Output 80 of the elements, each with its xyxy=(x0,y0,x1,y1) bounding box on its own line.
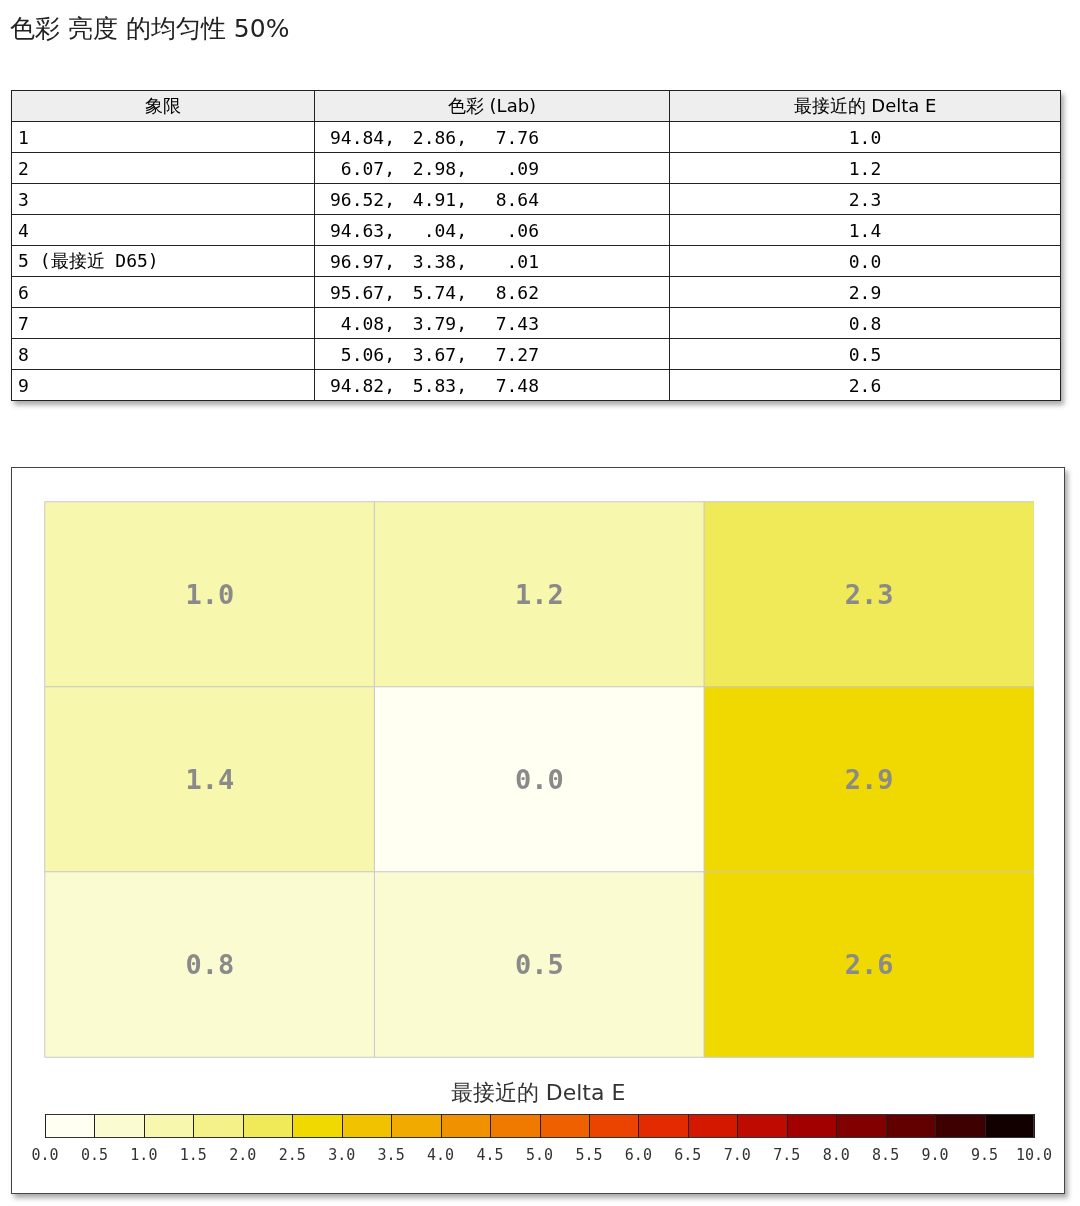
data-label: 2.3 xyxy=(844,579,894,610)
color-bar-label: 9.0 xyxy=(920,1146,950,1164)
data-label: 94.63, xyxy=(314,214,401,246)
color-bar-label: 5.5 xyxy=(574,1146,604,1164)
color-bar-label: 3.0 xyxy=(327,1146,357,1164)
data-label: 94.82, xyxy=(314,369,401,401)
data-label: 1.0 xyxy=(185,579,235,610)
data-label: 1.0 xyxy=(669,121,1061,153)
data-label: 8.64 xyxy=(473,183,670,215)
text: 色彩 (Lab) xyxy=(314,90,670,122)
color-bar-label: 2.5 xyxy=(277,1146,307,1164)
category-label: 3 xyxy=(11,183,315,215)
color-bar-label: 5.0 xyxy=(524,1146,555,1164)
data-label: 2.6 xyxy=(844,949,894,980)
data-label: 3.38, xyxy=(401,245,473,277)
data-label: 2.3 xyxy=(669,183,1061,215)
color-bar-label: 2.0 xyxy=(228,1146,258,1164)
data-label: 2.86, xyxy=(401,121,473,153)
category-label: 5 (最接近 D65) xyxy=(11,245,315,277)
color-bar-label: 9.5 xyxy=(970,1146,1000,1164)
data-label: 0.5 xyxy=(515,949,564,980)
color-bar-label: 4.5 xyxy=(475,1146,505,1164)
data-label: .01 xyxy=(473,245,670,277)
data-label: .06 xyxy=(473,214,670,246)
data-label: 1.4 xyxy=(185,764,235,795)
color-bar-label: 7.5 xyxy=(772,1146,802,1164)
color-bar-label: 1.5 xyxy=(178,1146,208,1164)
color-bar-label: 6.5 xyxy=(673,1146,703,1164)
data-label: 4.08, xyxy=(314,307,401,339)
data-label: 2.6 xyxy=(669,369,1061,401)
color-bar-title: 最接近的 Delta E xyxy=(449,1079,627,1107)
data-label: 7.76 xyxy=(473,121,670,153)
data-label: 95.67, xyxy=(314,276,401,308)
data-label: 3.67, xyxy=(401,338,473,370)
color-bar-label: 7.0 xyxy=(722,1146,752,1164)
data-label: 0.5 xyxy=(669,338,1061,370)
data-label: 96.97, xyxy=(314,245,401,277)
data-label: 0.8 xyxy=(185,949,235,980)
color-bar-label: 4.0 xyxy=(426,1146,456,1164)
data-label: 4.91, xyxy=(401,183,473,215)
category-label: 2 xyxy=(11,152,315,184)
data-label: 0.8 xyxy=(669,307,1061,339)
text: 色彩 亮度 的均匀性 50% xyxy=(10,13,290,45)
category-label: 1 xyxy=(11,121,315,153)
category-label: 8 xyxy=(11,338,315,370)
category-label: 4 xyxy=(11,214,315,246)
category-label: 6 xyxy=(11,276,315,308)
data-label: 0.0 xyxy=(515,764,564,795)
data-label: 0.0 xyxy=(669,245,1061,277)
data-label: 1.2 xyxy=(669,152,1061,184)
color-bar-label: 10.0 xyxy=(1014,1146,1054,1164)
data-label: 94.84, xyxy=(314,121,401,153)
data-label: 6.07, xyxy=(314,152,401,184)
color-bar-label: 8.5 xyxy=(871,1146,901,1164)
data-label: 2.9 xyxy=(669,276,1061,308)
color-bar-label: 3.5 xyxy=(376,1146,406,1164)
color-bar-label: 0.0 xyxy=(30,1146,60,1164)
data-label: 8.62 xyxy=(473,276,670,308)
data-label: 2.98, xyxy=(401,152,473,184)
data-label: .09 xyxy=(473,152,670,184)
data-label: 96.52, xyxy=(314,183,401,215)
data-label: 7.43 xyxy=(473,307,670,339)
color-bar-label: 0.5 xyxy=(79,1146,109,1164)
data-label: 5.06, xyxy=(314,338,401,370)
data-label: 7.27 xyxy=(473,338,670,370)
data-label: 1.4 xyxy=(669,214,1061,246)
category-label: 7 xyxy=(11,307,315,339)
color-bar-label: 6.0 xyxy=(623,1146,653,1164)
color-bar-label: 1.0 xyxy=(129,1146,159,1164)
data-label: .04, xyxy=(401,214,473,246)
data-label: 5.83, xyxy=(401,369,473,401)
data-label: 2.9 xyxy=(844,764,894,795)
data-label: 7.48 xyxy=(473,369,670,401)
data-label: 1.2 xyxy=(515,579,564,610)
color-bar-label: 8.0 xyxy=(821,1146,851,1164)
data-label: 3.79, xyxy=(401,307,473,339)
data-label: 5.74, xyxy=(401,276,473,308)
text: 最接近的 Delta E xyxy=(669,90,1061,122)
text: 象限 xyxy=(11,90,315,122)
category-label: 9 xyxy=(11,369,315,401)
